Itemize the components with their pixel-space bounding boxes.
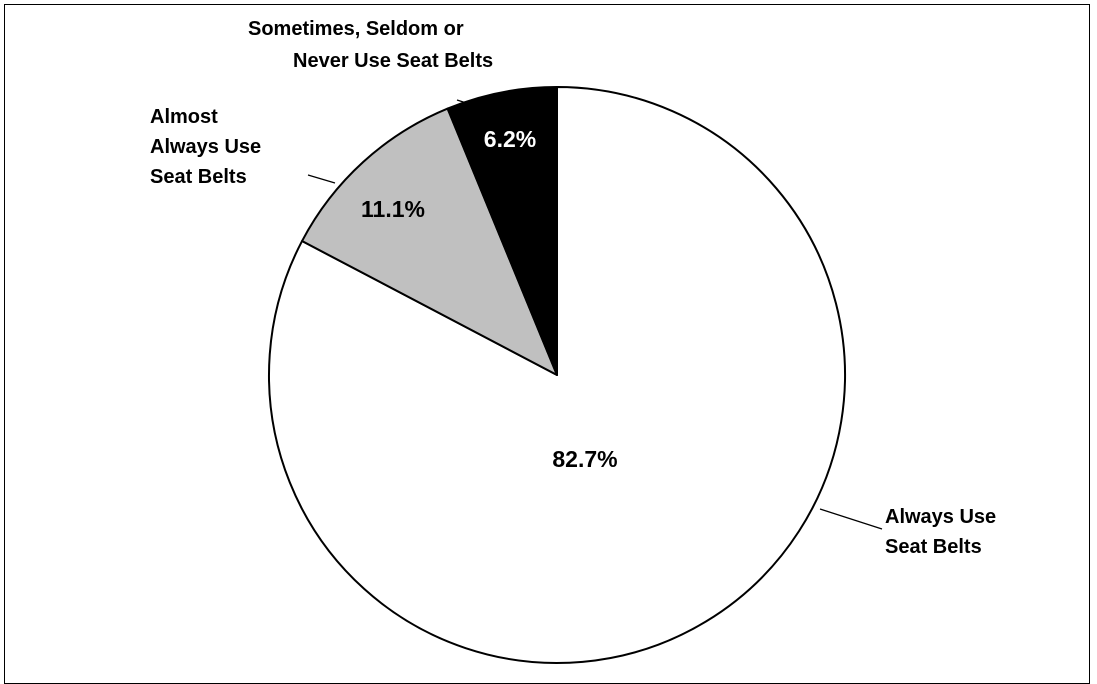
- slice-category-label-2-line-0: Sometimes, Seldom or: [248, 18, 464, 40]
- slice-value-label-1: 11.1%: [361, 196, 425, 222]
- leader-line-2: [456, 99, 483, 109]
- pie-chart: 82.7% 11.1% 6.2% Always Use Seat Belts Almos…: [150, 18, 996, 664]
- slice-category-label-1-line-2: Seat Belts: [150, 166, 247, 188]
- chart-frame: 82.7% 11.1% 6.2% Always Use Seat Belts Almos…: [4, 4, 1090, 684]
- slice-category-label-1-line-0: Almost: [150, 106, 218, 128]
- pie-slice-2: [446, 86, 558, 376]
- pie-slice-1: [301, 107, 558, 376]
- slice-category-label-0-line-1: Seat Belts: [885, 536, 982, 558]
- leader-line-1: [307, 174, 336, 184]
- slice-value-label-2: 6.2%: [484, 126, 536, 152]
- slice-category-label-2-line-1: Never Use Seat Belts: [293, 50, 493, 72]
- slice-category-label-1-line-1: Always Use: [150, 136, 261, 158]
- leader-line-0: [819, 508, 883, 530]
- slice-value-label-0: 82.7%: [552, 446, 617, 472]
- slice-category-label-0-line-0: Always Use: [885, 506, 996, 528]
